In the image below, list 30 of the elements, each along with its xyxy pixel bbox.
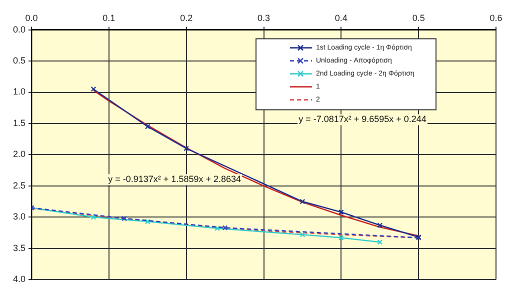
annotation: y = -7.0817x² + 9.6595x + 0.244	[298, 114, 426, 124]
x-tick-label: 0.2	[180, 12, 193, 23]
x-tick-label: 0.3	[258, 12, 270, 23]
point	[338, 235, 344, 240]
point	[90, 214, 96, 220]
point	[122, 216, 128, 222]
annotation: y = -0.9137x² + 1.5859x + 2.8634	[108, 174, 242, 184]
point	[144, 218, 150, 224]
y-tick-label: 0.5	[12, 56, 26, 66]
y-tick-label: 2.0	[12, 149, 26, 160]
y-tick-label: 1.5	[12, 118, 26, 128]
x-tick-label: 0.5	[412, 12, 425, 23]
y-tick-label: 3.5	[12, 242, 26, 253]
x-tick-label: 0.0	[25, 12, 38, 23]
y-tick-label: 4.0	[12, 274, 26, 284]
point	[377, 222, 383, 228]
point	[144, 124, 150, 130]
x-tick-label: 0.1	[102, 12, 116, 23]
point	[300, 232, 306, 238]
y-tick-label: 1.0	[12, 86, 26, 97]
x-tick-label: 0.6	[490, 12, 502, 23]
point	[300, 198, 306, 204]
point	[222, 225, 228, 230]
y-tick-label: 0.0	[12, 24, 26, 34]
point	[338, 209, 344, 215]
x-tick-label: 0.4	[334, 12, 348, 23]
y-tick-label: 2.5	[12, 180, 26, 190]
point	[184, 146, 190, 152]
point	[214, 226, 220, 232]
y-tick-label: 3.0	[12, 212, 26, 222]
